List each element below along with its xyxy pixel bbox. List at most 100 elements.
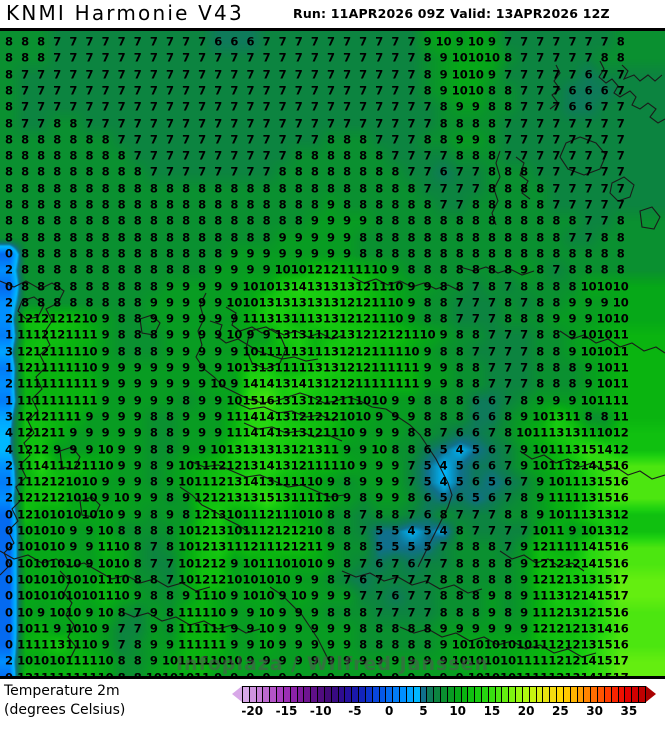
- grid-value: 9: [182, 344, 191, 359]
- grid-value: 8: [53, 132, 62, 147]
- grid-value: 8: [520, 181, 529, 196]
- grid-value: 8: [117, 670, 126, 679]
- grid-value: 11: [65, 376, 82, 391]
- grid-value: 8: [343, 605, 352, 619]
- grid-value: 10: [596, 360, 613, 375]
- grid-value: 8: [439, 213, 448, 228]
- grid-value: 6: [471, 409, 480, 424]
- grid-value: 11: [339, 393, 356, 408]
- grid-value: 5: [423, 474, 432, 489]
- grid-value: 9: [471, 132, 480, 147]
- grid-value: 8: [101, 262, 110, 277]
- grid-value: 12: [306, 425, 323, 440]
- colorbar-swatch: [639, 687, 645, 702]
- grid-value: 6: [214, 34, 223, 49]
- grid-value: 7: [359, 507, 368, 522]
- grid-value: 8: [439, 295, 448, 310]
- grid-value: 7: [133, 34, 142, 49]
- grid-value: 9: [568, 311, 577, 326]
- grid-value: 8: [69, 181, 78, 196]
- grid-value: 7: [375, 67, 384, 82]
- grid-value: 7: [246, 116, 255, 130]
- grid-value: 7: [326, 99, 336, 114]
- grid-value: 13: [548, 425, 565, 440]
- grid-value: 8: [262, 213, 271, 228]
- grid-value: 8: [520, 507, 529, 522]
- grid-value: 9: [165, 637, 175, 652]
- temperature-map[interactable]: 8 8 8 7 7 7 7 7 7 7 7 7 7 6 6 6 7 7 7 7 7 7 7 7 7 7 9 10 9 10 9 7 7 7 7 7 7 7…: [0, 28, 665, 679]
- grid-value: 12: [17, 507, 34, 522]
- grid-value: 9: [359, 653, 368, 668]
- grid-value: 6: [407, 556, 416, 571]
- grid-value: 9: [326, 246, 336, 261]
- grid-value: 10: [483, 637, 501, 652]
- grid-value: 11: [532, 425, 549, 440]
- grid-value: 7: [536, 148, 545, 163]
- grid-value: 7: [391, 83, 400, 98]
- grid-value: 8: [504, 556, 513, 571]
- grid-value: 8: [326, 523, 336, 538]
- grid-value: 7: [455, 164, 464, 179]
- grid-value: 8: [536, 262, 545, 277]
- grid-value: 11: [49, 360, 66, 375]
- grid-value: 8: [359, 621, 368, 636]
- grid-value: 11: [226, 425, 243, 440]
- grid-value: 8: [487, 197, 497, 212]
- grid-value: 12: [339, 360, 356, 375]
- grid-value: 7: [165, 99, 175, 114]
- grid-value: 10: [258, 621, 275, 636]
- grid-value: 7: [520, 523, 529, 538]
- colorbar-swatch: [406, 687, 414, 702]
- grid-value: 8: [455, 360, 464, 375]
- grid-value: 8: [101, 230, 110, 245]
- grid-value: 8: [85, 181, 94, 196]
- grid-value: 16: [612, 621, 629, 636]
- grid-value: 7: [359, 34, 368, 49]
- colorbar-tick: -15: [275, 704, 298, 718]
- grid-value: 8: [165, 213, 175, 228]
- grid-value: 10: [532, 442, 549, 456]
- grid-value: 9: [375, 474, 384, 489]
- grid-value: 6: [455, 490, 464, 505]
- grid-value: 0: [4, 523, 14, 538]
- grid-value: 8: [359, 637, 368, 652]
- grid-value: 9: [198, 409, 207, 424]
- grid-value: 9: [520, 262, 529, 277]
- grid-value: 9: [391, 393, 400, 408]
- grid-value: 12: [290, 523, 307, 538]
- grid-value: 13: [580, 490, 597, 505]
- grid-value: 8: [149, 344, 158, 359]
- grid-value: 7: [85, 116, 94, 130]
- grid-value: 9: [343, 246, 352, 261]
- grid-value: 10: [258, 588, 275, 603]
- grid-value: 7: [616, 83, 625, 98]
- grid-value: 11: [339, 262, 356, 277]
- grid-value: 7: [69, 67, 78, 82]
- grid-value: 11: [81, 670, 98, 679]
- grid-value: 8: [455, 344, 464, 359]
- grid-value: 13: [596, 507, 613, 522]
- grid-value: 9: [343, 213, 352, 228]
- grid-value: 8: [133, 279, 142, 293]
- grid-value: 12: [194, 572, 211, 587]
- grid-value: 7: [423, 605, 432, 619]
- grid-value: 8: [471, 539, 480, 554]
- grid-value: 13: [580, 572, 597, 587]
- grid-value: 11: [33, 393, 50, 408]
- grid-value: 9: [101, 344, 110, 359]
- grid-value: 7: [246, 132, 255, 147]
- grid-value: 10: [258, 279, 275, 293]
- grid-value: 10: [548, 507, 565, 522]
- grid-value: 8: [133, 164, 142, 179]
- grid-value: 8: [21, 132, 30, 147]
- grid-value: 8: [536, 246, 545, 261]
- grid-value: 8: [37, 295, 46, 310]
- grid-value: 11: [532, 588, 549, 603]
- grid-value: 11: [33, 637, 50, 652]
- grid-value: 7: [214, 132, 223, 147]
- grid-value: 7: [359, 116, 368, 130]
- grid-value: 12: [33, 311, 50, 326]
- grid-value: 12: [339, 311, 356, 326]
- grid-value: 8: [536, 230, 545, 245]
- grid-value: 9: [198, 393, 207, 408]
